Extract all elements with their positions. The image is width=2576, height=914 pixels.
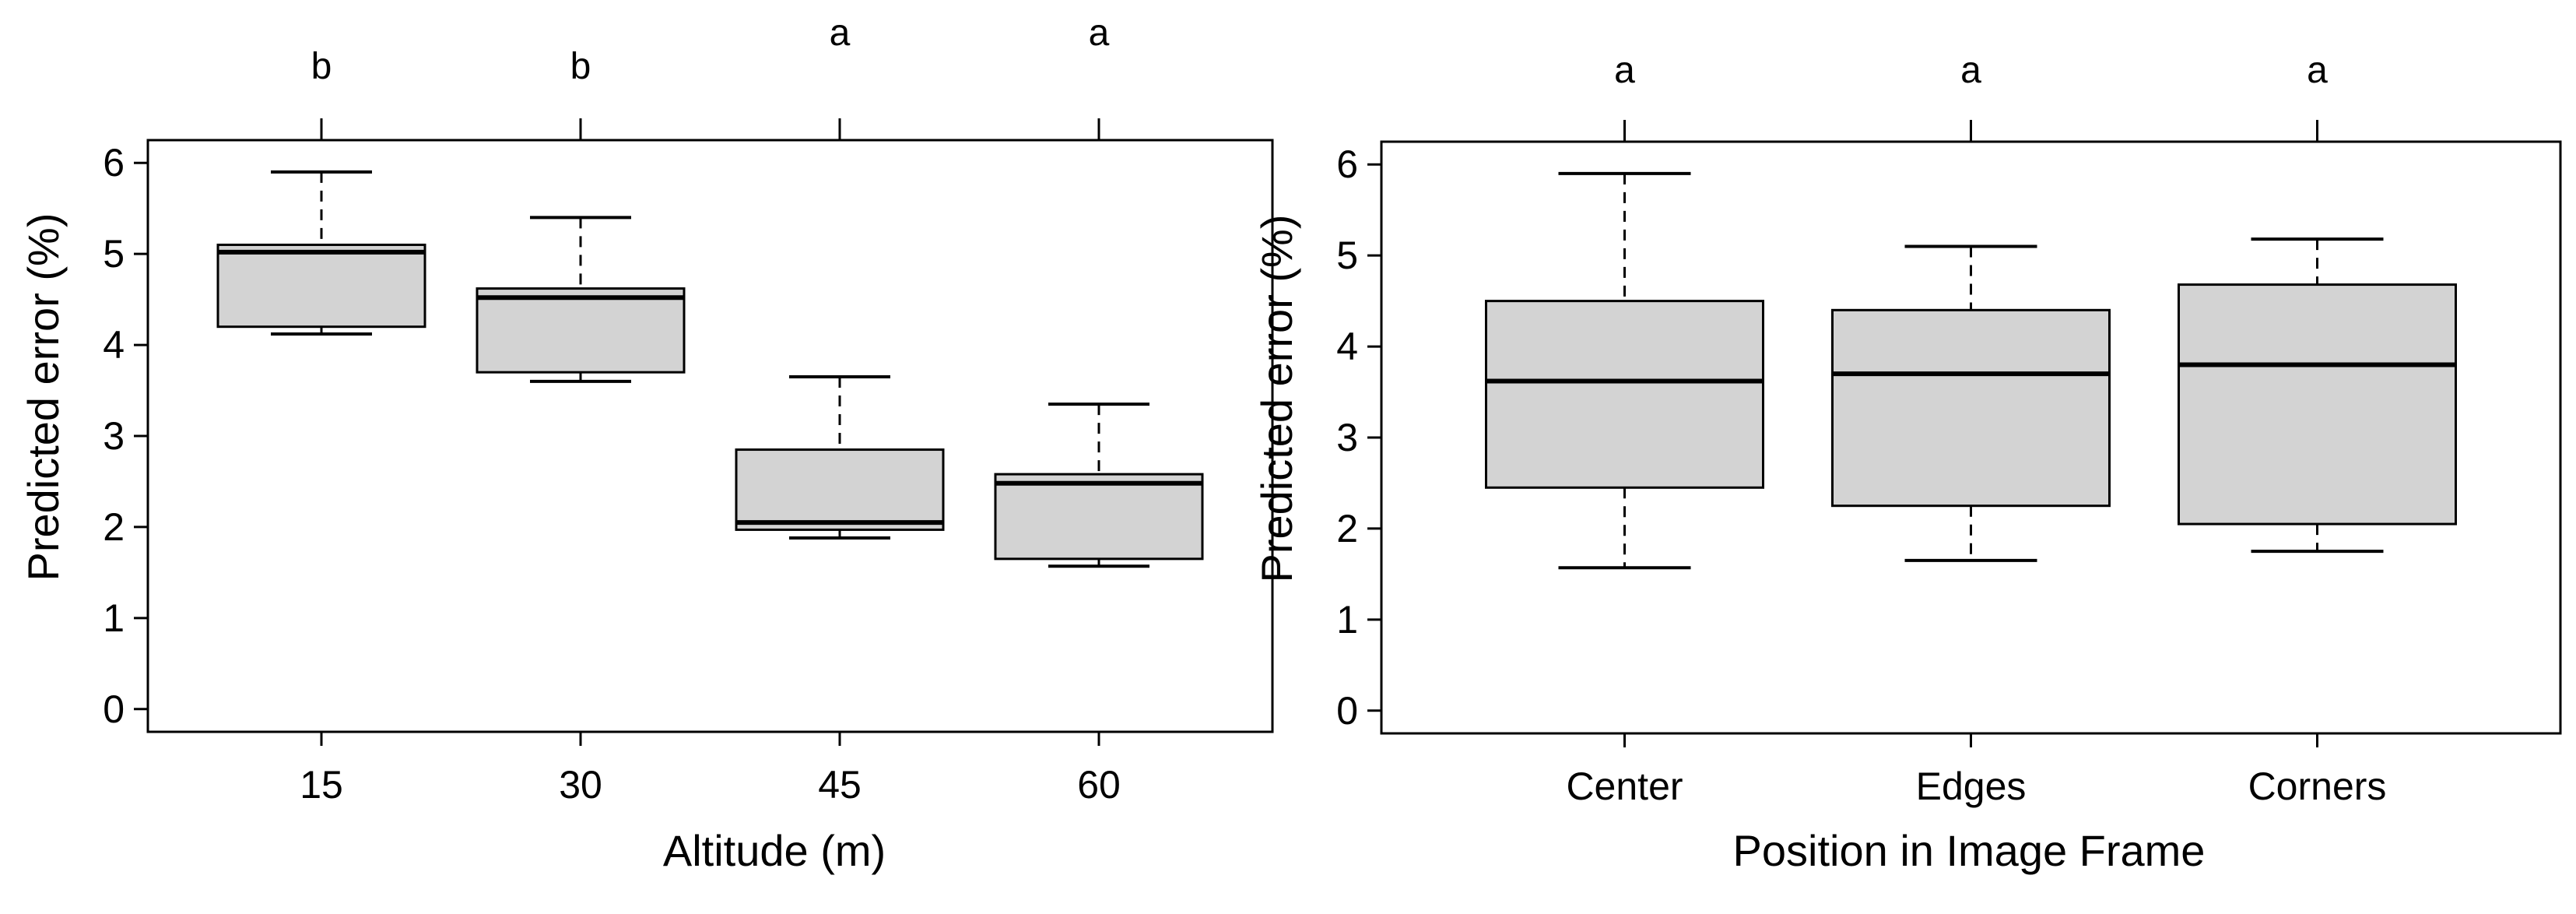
y-tick-label: 6 (103, 141, 125, 185)
box (1831, 308, 2111, 508)
y-tick-label: 0 (1336, 689, 1358, 733)
x-tick-label: 30 (559, 763, 602, 807)
y-tick-label: 3 (103, 414, 125, 458)
x-tick-label: 15 (300, 763, 343, 807)
box (216, 243, 426, 329)
panel-position: 0 1 2 3 4 5 6 Predicted error (%) Position in Im… (1252, 50, 2562, 875)
significance-letter: a (1614, 50, 1635, 91)
significance-letter: a (1960, 50, 1981, 91)
x-tick-label: Edges (1916, 765, 2027, 808)
y-tick-label: 1 (103, 596, 125, 640)
box (476, 287, 686, 374)
significance-letter: b (570, 46, 591, 87)
x-tick-label: 45 (818, 763, 862, 807)
box (2178, 283, 2457, 526)
box (1485, 300, 1764, 489)
y-tick-label: 5 (103, 232, 125, 276)
y-axis-title: Predicted error (%) (1252, 214, 1301, 582)
x-axis-title: Position in Image Frame (1733, 826, 2206, 875)
x-axis-title: Altitude (m) (663, 826, 886, 875)
y-tick-label: 2 (1336, 507, 1358, 550)
y-tick-label: 3 (1336, 416, 1358, 459)
significance-letter: a (830, 12, 851, 54)
y-tick-label: 5 (1336, 234, 1358, 277)
x-tick-label: Center (1566, 765, 1683, 808)
x-tick-label: Corners (2248, 765, 2387, 808)
y-axis-title: Predicted error (%) (19, 213, 68, 581)
box (994, 473, 1204, 561)
x-tick-label: 60 (1077, 763, 1121, 807)
significance-letter: b (311, 46, 332, 87)
plot-frame (146, 139, 1274, 733)
y-tick-label: 0 (103, 687, 125, 731)
box (735, 448, 945, 531)
y-tick-label: 4 (1336, 325, 1358, 368)
significance-letter: a (2307, 50, 2328, 91)
y-tick-label: 1 (1336, 598, 1358, 642)
y-tick-label: 6 (1336, 142, 1358, 186)
y-tick-label: 4 (103, 323, 125, 367)
significance-letter: a (1089, 12, 1110, 54)
y-tick-label: 2 (103, 505, 125, 549)
